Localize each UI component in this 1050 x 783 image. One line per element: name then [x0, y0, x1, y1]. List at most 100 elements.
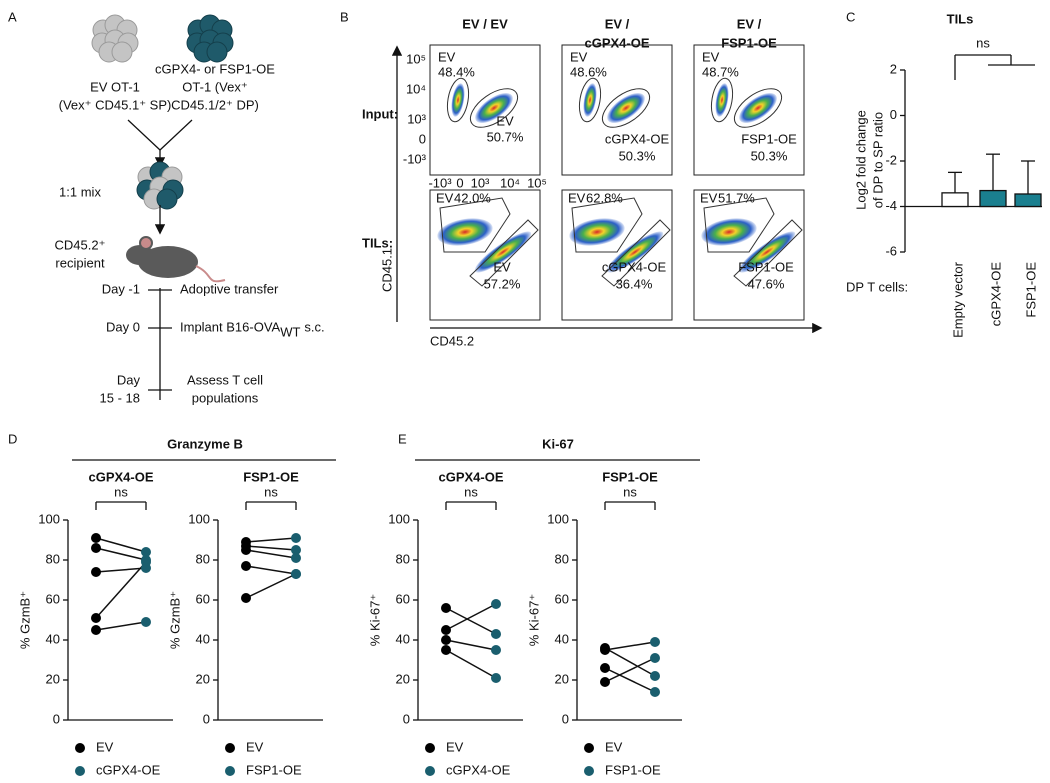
plot-frame: [429, 189, 541, 321]
cell-label: (Vex⁺ CD45.1⁺ SP): [59, 97, 172, 112]
panel-letter: A: [8, 9, 17, 24]
gate-label: 57.2%: [484, 276, 521, 291]
significance: ns: [264, 484, 278, 499]
pair-line: [245, 573, 297, 599]
x-tick-label: 0: [456, 175, 463, 190]
column-header: EV /: [605, 16, 630, 31]
plot-frame: [561, 44, 673, 176]
gate-label: EV: [493, 259, 511, 274]
merge-line: [127, 119, 161, 151]
y-tick-label: 10³: [407, 111, 426, 126]
axis-label: CD45.2: [430, 333, 474, 348]
pair-line: [604, 657, 656, 683]
x-tick-label: Empty vector: [950, 261, 965, 338]
legend-label: EV: [246, 739, 264, 754]
legend-label: EV: [96, 739, 114, 754]
dot: [491, 599, 501, 609]
gate-label: EV: [436, 190, 454, 205]
dot: [291, 545, 301, 555]
legend-dot: [75, 766, 85, 776]
row-label: Input:: [362, 106, 398, 121]
y-tick-label: 20: [46, 671, 60, 686]
ev-cells: [111, 41, 133, 63]
dot: [600, 663, 610, 673]
group-title: Ki-67: [542, 436, 574, 451]
gate-label: 42.0%: [454, 190, 491, 205]
significance: ns: [623, 484, 637, 499]
density: [738, 231, 796, 273]
dot: [650, 653, 660, 663]
pair-line: [95, 547, 147, 561]
y-tick-label: 20: [196, 671, 210, 686]
legend-dot: [584, 743, 594, 753]
y-tick-label: 0: [53, 711, 60, 726]
panel-letter: E: [398, 431, 407, 446]
pair-line: [604, 667, 656, 693]
gate-label: 36.4%: [616, 276, 653, 291]
y-tick-label: -4: [885, 198, 897, 213]
gate-label: EV: [438, 49, 456, 64]
y-tick-label: 100: [38, 511, 60, 526]
plot-frame: [693, 44, 805, 176]
significance: ns: [976, 35, 990, 50]
panel-letter: D: [8, 431, 17, 446]
y-tick-label: 60: [196, 591, 210, 606]
bar: [1014, 193, 1042, 208]
recipient-label: CD45.2⁺: [55, 237, 106, 252]
legend-dot: [225, 743, 235, 753]
gate: [571, 197, 643, 253]
x-tick-label: cGPX4-OE: [988, 262, 1003, 327]
y-axis-label: % Ki-67⁺: [367, 594, 382, 646]
day-label: Day: [117, 372, 141, 387]
legend-label: EV: [605, 739, 623, 754]
dot: [650, 671, 660, 681]
x-tick-label: -10³: [428, 175, 452, 190]
dot: [291, 569, 301, 579]
gate-label: cGPX4-OE: [602, 259, 667, 274]
mixed-cells: [156, 188, 178, 210]
y-tick-label: 0: [403, 711, 410, 726]
legend-label: cGPX4-OE: [446, 762, 511, 777]
legend-dot: [425, 766, 435, 776]
plot-frame: [693, 189, 805, 321]
pair-line: [245, 545, 297, 551]
pair-line: [604, 641, 656, 651]
dot: [441, 603, 451, 613]
column-header: cGPX4-OE: [584, 35, 649, 50]
gate-label: 51.7%: [718, 190, 755, 205]
legend-label: cGPX4-OE: [96, 762, 161, 777]
y-tick-label: 0: [890, 107, 897, 122]
mouse-tail: [195, 265, 226, 283]
dot: [241, 561, 251, 571]
dot: [491, 645, 501, 655]
bar: [941, 192, 969, 208]
y-tick-label: 20: [555, 671, 569, 686]
event-label: s.c.: [304, 319, 324, 334]
y-tick-label: 40: [46, 631, 60, 646]
density: [715, 83, 729, 117]
gate-label: EV: [702, 49, 720, 64]
dot: [241, 593, 251, 603]
gate: [733, 88, 783, 128]
y-tick-label: 100: [547, 511, 569, 526]
gate-label: EV: [568, 190, 586, 205]
density: [474, 231, 532, 273]
event-label: Implant B16-OVA: [180, 319, 281, 334]
cell-label: CD45.1/2⁺ DP): [171, 97, 259, 112]
panel-letter: B: [340, 9, 349, 24]
y-tick-label: 0: [562, 711, 569, 726]
plot-frame: [429, 44, 541, 176]
density: [569, 218, 625, 246]
dot: [441, 635, 451, 645]
y-tick-label: 60: [555, 591, 569, 606]
gate: [601, 88, 651, 128]
dot: [291, 533, 301, 543]
y-tick-label: 2: [890, 61, 897, 76]
pair-line: [95, 537, 147, 553]
gate-label: 50.3%: [619, 148, 656, 163]
legend-dot: [584, 766, 594, 776]
dot: [650, 637, 660, 647]
legend-label: FSP1-OE: [605, 762, 661, 777]
density: [451, 83, 465, 117]
